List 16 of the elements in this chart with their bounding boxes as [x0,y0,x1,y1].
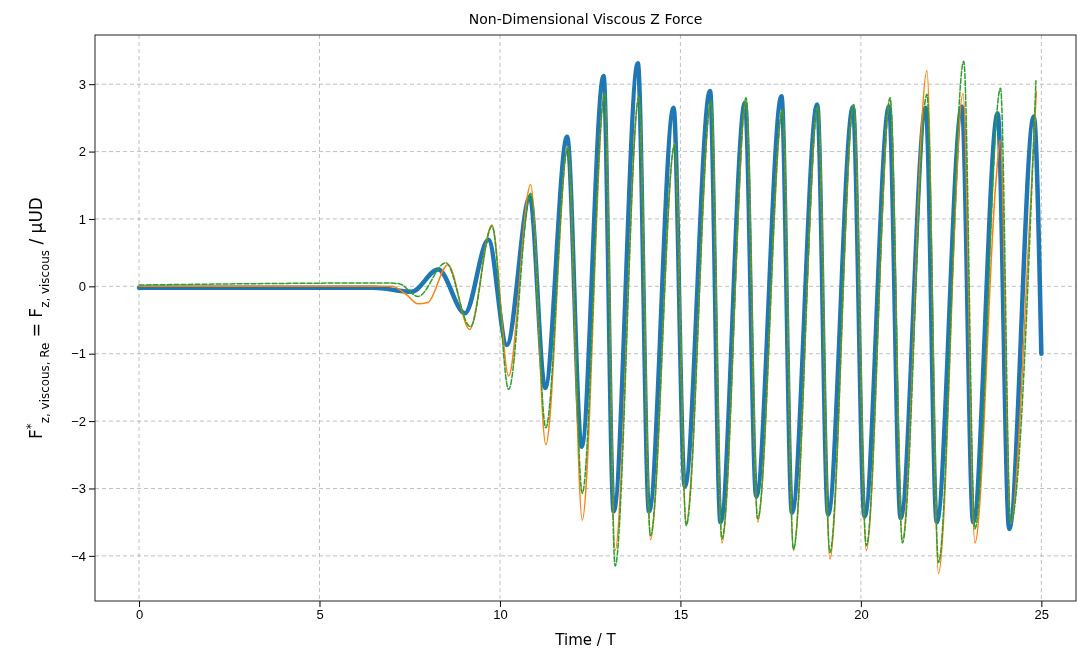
x-tick-label: 15 [673,607,689,623]
y-tick-label: −1 [71,346,86,362]
x-tick-label: 10 [493,607,508,623]
y-tick-label: −2 [71,413,86,429]
y-tick-label: 3 [78,76,86,92]
y-tick-label: −3 [71,481,86,497]
x-tick-label: 0 [135,607,144,623]
x-axis-title: Time / T [554,631,617,649]
x-tick-label: 5 [316,607,324,623]
x-tick-label: 25 [1034,607,1050,623]
y-tick-label: 1 [78,211,86,227]
y-tick-label: −4 [71,548,86,564]
y-tick-label: 2 [78,144,86,160]
x-tick-label: 20 [854,607,869,623]
chart-title: Non-Dimensional Viscous Z Force [468,11,703,27]
y-tick-label: 0 [78,278,86,294]
